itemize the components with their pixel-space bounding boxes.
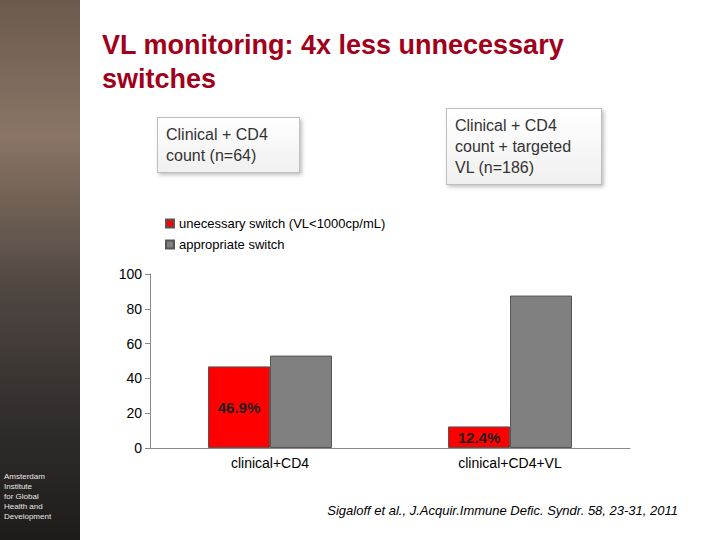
- html-text:VL monitoring: 4x less unneces: VL monitoring: 4x less unnecessary switc…: [102, 30, 564, 94]
- svg-text:46.9%: 46.9%: [218, 399, 261, 416]
- html-text:Institute: Institute: [4, 482, 32, 491]
- svg-text:80: 80: [126, 301, 142, 317]
- html-text:Amsterdam: Amsterdam: [4, 472, 45, 481]
- svg-text:appropriate switch: appropriate switch: [179, 237, 285, 252]
- html-text:Health and: Health and: [4, 502, 43, 511]
- html-text:Development: Development: [4, 512, 52, 521]
- svg-text:20: 20: [126, 405, 142, 421]
- svg-text:unecessary switch (VL<1000cp/m: unecessary switch (VL<1000cp/mL): [179, 216, 385, 231]
- html-text:Clinical + CD4 count (n=64): Clinical + CD4 count (n=64): [166, 126, 268, 164]
- svg-text:clinical+CD4+VL: clinical+CD4+VL: [458, 455, 562, 471]
- html-text:Clinical + CD4 count + targete: Clinical + CD4 count + targeted VL (n=18…: [455, 117, 572, 176]
- svg-text:60: 60: [126, 336, 142, 352]
- svg-text:40: 40: [126, 370, 142, 386]
- html-text:Sigaloff et al., J.Acquir.Immu: Sigaloff et al., J.Acquir.Immune Defic. …: [327, 503, 678, 518]
- svg-text:0: 0: [134, 440, 142, 456]
- html-text:for Global: for Global: [4, 492, 39, 501]
- svg-text:clinical+CD4: clinical+CD4: [231, 455, 309, 471]
- svg-text:12.4%: 12.4%: [458, 429, 501, 446]
- svg-text:100: 100: [119, 266, 143, 282]
